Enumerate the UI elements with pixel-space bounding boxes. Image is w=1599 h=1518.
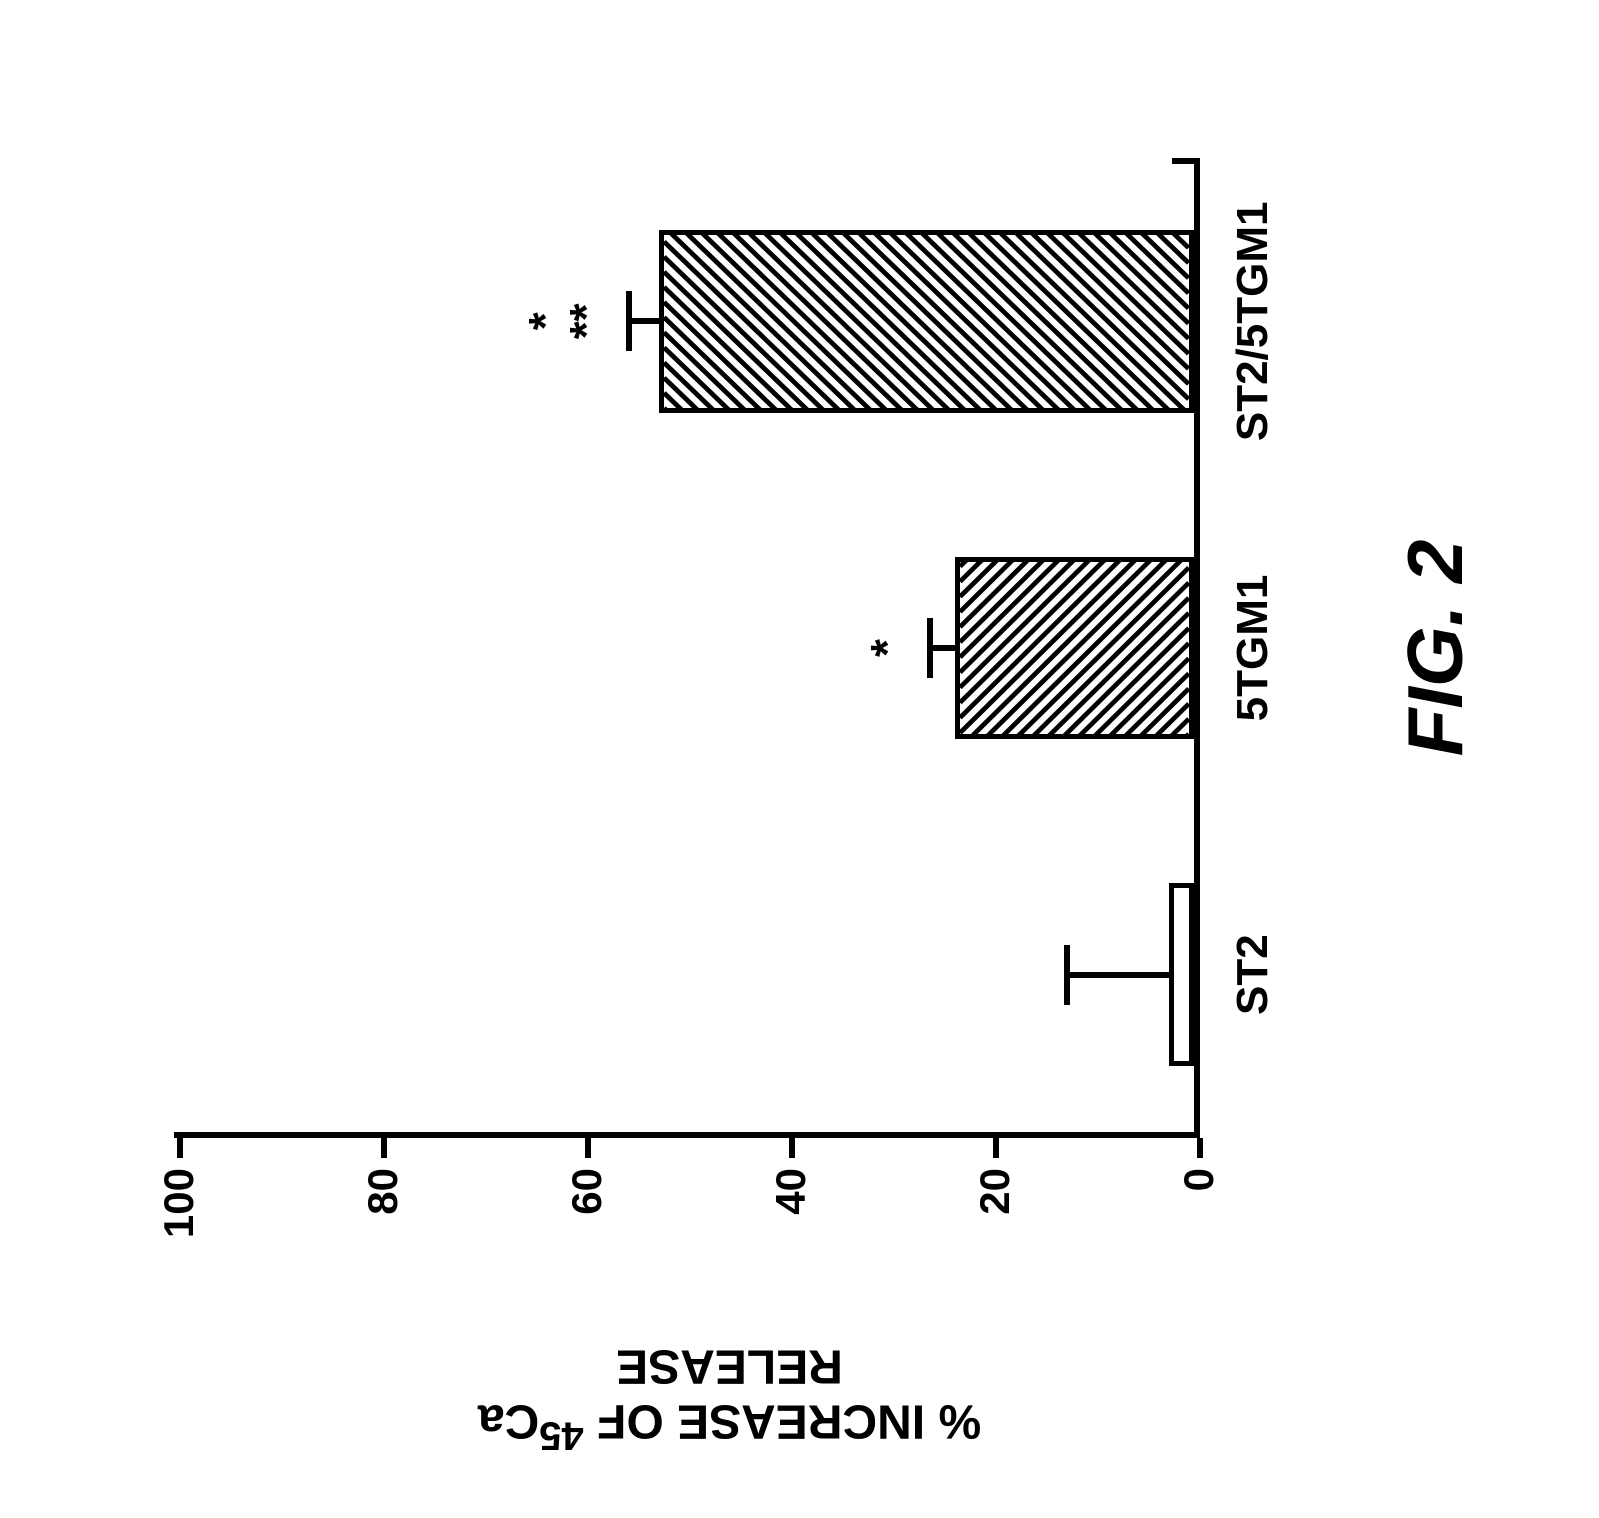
y-axis-label-after-sup: Ca [478,1395,539,1448]
y-axis-label: % INCREASE OF 45Ca RELEASE [330,1339,1130,1458]
y-tick-label: 40 [767,1168,815,1308]
plot-area: 020406080100ST2*5TGM1***ST2/5TGM1 [180,158,1200,1138]
y-axis-label-sup-wrap: 45Ca [478,1395,584,1448]
bar-5TGM1 [955,557,1194,740]
y-axis-label-sup: 45 [539,1414,584,1458]
y-tick-label: 80 [359,1168,407,1308]
rotated-stage: % INCREASE OF 45Ca RELEASE 0 20 40 60 80 100 S… [0,0,1599,1518]
y-tick-label: 60 [563,1168,611,1308]
significance-marker: * [533,241,558,401]
error-bar-cap [1064,945,1070,1005]
error-bar-stem [930,645,956,651]
y-tick [381,1138,387,1158]
x-axis-right-cap [1172,158,1200,164]
y-tick-label: 0 [1175,1168,1223,1308]
y-tick-label: 100 [155,1168,203,1308]
bar-ST2/5TGM1 [659,230,1194,413]
bar-ST2 [1169,883,1194,1066]
figure-caption: FIG. 2 [1390,348,1481,948]
y-tick [585,1138,591,1158]
y-tick [177,1138,183,1158]
error-bar-cap [927,618,933,678]
error-bar-stem [1067,972,1169,978]
significance-marker: ** [574,241,599,401]
x-axis [1194,158,1200,1138]
error-bar-cap [626,291,632,351]
y-tick-label: 20 [971,1168,1019,1308]
error-bar-stem [629,318,660,324]
y-tick [1197,1138,1203,1158]
figure-upright-canvas: % INCREASE OF 45Ca RELEASE 0 20 40 60 80 100 S… [0,0,1599,1518]
y-axis-label-line2: RELEASE [616,1340,843,1393]
y-axis-label-line1: % INCREASE OF [597,1395,981,1448]
category-label: ST2/5TGM1 [1228,101,1278,541]
y-tick [789,1138,795,1158]
y-axis [174,1132,1200,1138]
significance-marker: * [875,568,900,728]
y-tick [993,1138,999,1158]
